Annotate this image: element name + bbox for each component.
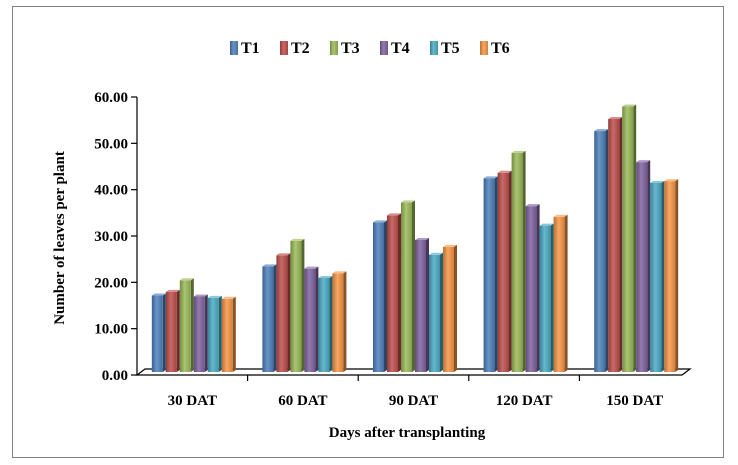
x-tick-label: 60 DAT [278, 393, 327, 409]
bar-t5-30-dat [207, 295, 222, 372]
legend-item-t6: T6 [480, 40, 510, 57]
bar-t6-90-dat [443, 244, 457, 372]
legend-swatch [380, 41, 388, 55]
bar-t1-60-dat [262, 264, 277, 372]
bar-t3-30-dat [179, 278, 194, 372]
bar-t6-30-dat [221, 296, 236, 372]
y-tick-label: 60.00 [94, 90, 128, 106]
bar-t4-120-dat [525, 204, 540, 372]
legend-swatch [480, 41, 488, 55]
y-tick-label: 30.00 [94, 229, 128, 245]
bar-t1-90-dat [373, 220, 387, 372]
legend-swatch [330, 41, 338, 55]
bar-t1-120-dat [483, 176, 498, 372]
bar-t1-30-dat [151, 293, 166, 372]
x-tick-label: 120 DAT [496, 393, 553, 409]
bar-t3-120-dat [511, 150, 526, 372]
bar-t3-90-dat [401, 200, 415, 372]
x-tick-label: 150 DAT [606, 393, 663, 409]
bar-t4-150-dat [636, 160, 651, 372]
bar-t2-90-dat [387, 213, 401, 372]
bar-t1-150-dat [594, 129, 609, 372]
bar-t2-30-dat [165, 289, 180, 372]
bar-t6-60-dat [332, 271, 347, 372]
legend-item-t2: T2 [280, 40, 310, 57]
x-axis-title: Days after transplanting [329, 425, 486, 441]
y-axis-title: Number of leaves per plant [52, 151, 68, 325]
bar-t2-150-dat [608, 117, 623, 373]
bar-t2-120-dat [497, 170, 512, 372]
legend-swatch [230, 41, 238, 55]
y-tick-label: 40.00 [94, 183, 128, 199]
bar-t2-60-dat [276, 253, 291, 372]
bar-t4-30-dat [193, 294, 208, 372]
y-tick-label: 10.00 [94, 322, 128, 338]
bar-t4-90-dat [415, 237, 429, 372]
legend-label: T6 [491, 40, 510, 57]
legend-item-t4: T4 [380, 40, 410, 57]
legend-swatch [280, 41, 288, 55]
bar-t5-60-dat [318, 275, 333, 372]
legend-label: T1 [241, 40, 260, 57]
bar-t3-150-dat [622, 104, 637, 372]
x-tick-label: 30 DAT [168, 393, 217, 409]
legend-item-t5: T5 [430, 40, 460, 57]
bar-t3-60-dat [290, 238, 305, 372]
legend-item-t1: T1 [230, 40, 260, 57]
bar-t6-150-dat [664, 179, 679, 372]
y-tick-label: 20.00 [94, 275, 128, 291]
bar-t5-120-dat [539, 223, 554, 372]
legend-item-t3: T3 [330, 40, 360, 57]
legend-swatch [430, 41, 438, 55]
legend-label: T2 [291, 40, 310, 57]
legend-label: T5 [441, 40, 460, 57]
bar-t5-150-dat [650, 180, 665, 372]
bar-t5-90-dat [429, 252, 443, 372]
bar-t6-120-dat [553, 214, 568, 372]
bar-t4-60-dat [304, 266, 319, 372]
y-tick-label: 50.00 [94, 136, 128, 152]
legend-label: T3 [341, 40, 360, 57]
x-tick-label: 90 DAT [389, 393, 438, 409]
y-tick-label: 0.00 [102, 368, 128, 384]
legend-label: T4 [391, 40, 410, 57]
